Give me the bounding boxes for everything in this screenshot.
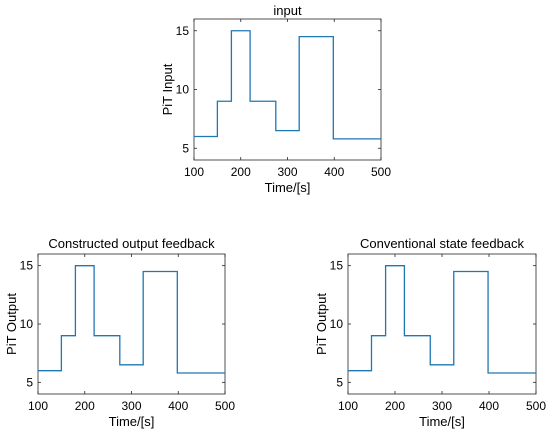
x-axis-label: Time/[s] (419, 414, 465, 429)
x-tick-label: 100 (184, 165, 204, 179)
y-axis-label: PiT Output (4, 293, 19, 355)
x-tick-label: 400 (479, 399, 499, 413)
x-tick-label: 500 (526, 399, 546, 413)
x-tick-label: 100 (28, 399, 48, 413)
x-axis-label: Time/[s] (109, 414, 155, 429)
chart-title: Conventional state feedback (360, 236, 525, 251)
series-line-1 (194, 30, 381, 140)
x-tick-label: 300 (277, 165, 297, 179)
x-tick-label: 300 (432, 399, 452, 413)
y-axis-label: PiT Input (160, 63, 175, 115)
chart-title: Constructed output feedback (48, 236, 215, 251)
y-tick-label: 5 (182, 141, 189, 155)
x-axis-label: Time/[s] (265, 180, 311, 195)
subplot-1: 100 200 300 400 500 5 10 15 input Time/[s] PiT Inp… (160, 3, 391, 195)
x-tick-label: 200 (231, 165, 251, 179)
x-tick-label: 100 (338, 399, 358, 413)
y-tick-label: 10 (176, 83, 190, 97)
series-line-1 (348, 265, 536, 374)
y-tick-label: 10 (330, 317, 344, 331)
plot-frame (193, 18, 382, 161)
x-tick-label: 500 (215, 399, 235, 413)
subplot-2: 100 200 300 400 500 5 10 15 Constructed output f… (4, 236, 235, 429)
x-tick-label: 400 (324, 165, 344, 179)
y-tick-label: 15 (20, 259, 34, 273)
y-tick-label: 10 (20, 317, 34, 331)
y-tick-label: 15 (330, 259, 344, 273)
y-tick-label: 5 (26, 375, 33, 389)
x-tick-label: 300 (121, 399, 141, 413)
x-tick-label: 400 (168, 399, 188, 413)
x-tick-label: 200 (75, 399, 95, 413)
series-line-1 (38, 265, 225, 374)
y-tick-label: 15 (176, 24, 190, 38)
y-tick-label: 5 (336, 375, 343, 389)
chart-title: input (273, 3, 302, 18)
x-tick-label: 200 (385, 399, 405, 413)
y-axis-label: PiT Output (314, 293, 329, 355)
subplot-3: 100 200 300 400 500 5 10 15 Conventional state f… (314, 236, 546, 429)
x-tick-label: 500 (371, 165, 391, 179)
